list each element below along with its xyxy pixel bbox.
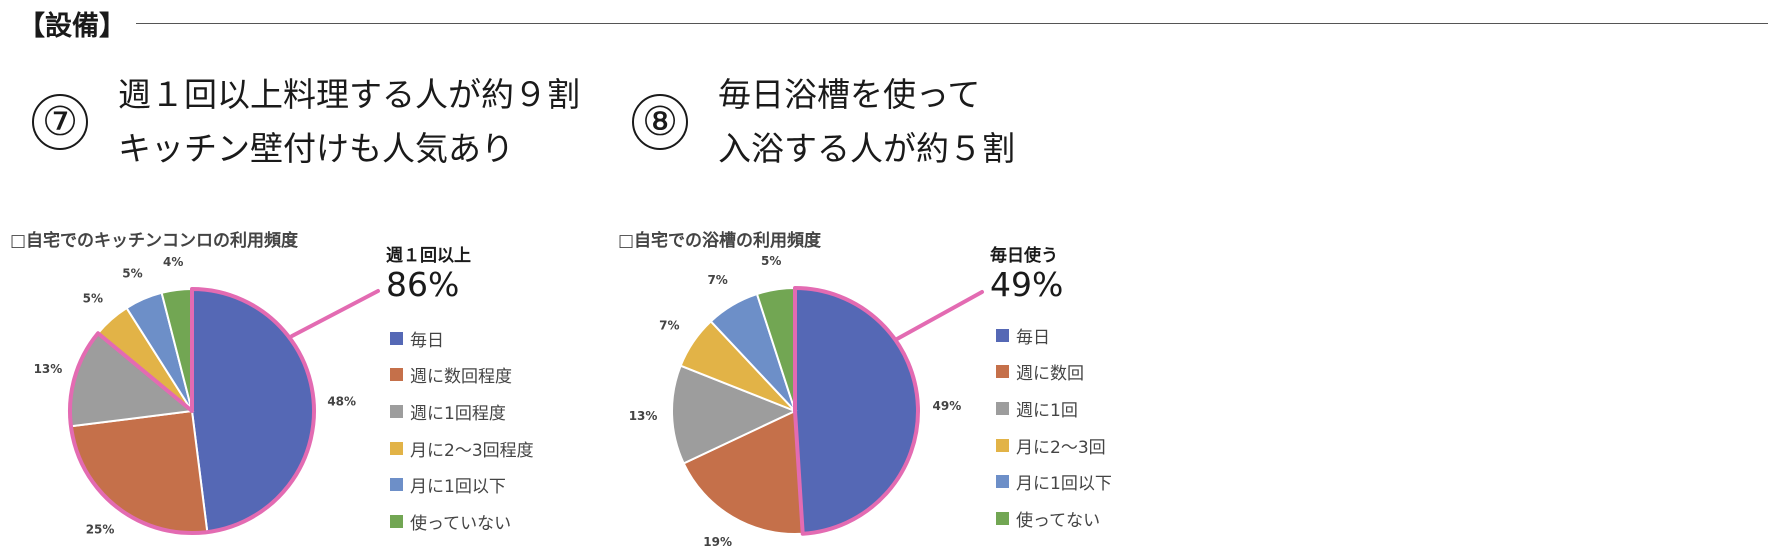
panel-7-headline: 週１回以上料理する人が約９割 キッチン壁付けも人気あり xyxy=(118,68,580,176)
bath-slice-label-1: 19% xyxy=(703,535,732,549)
kitchen-legend-label-4: 月に1回以下 xyxy=(410,477,506,498)
bath-legend-item-3: 月に2〜3回 xyxy=(996,427,1112,464)
kitchen-pie-chart: 48% 25% 13% 5% 5% 4% xyxy=(34,255,380,537)
panel-7-headline-line-1: 週１回以上料理する人が約９割 xyxy=(118,75,580,114)
bath-slice-label-3: 7% xyxy=(659,319,679,333)
panel-7-headline-line-2: キッチン壁付けも人気あり xyxy=(118,129,514,168)
bath-legend-swatch-4 xyxy=(996,475,1009,489)
bath-slice-label-5: 5% xyxy=(761,254,781,268)
kitchen-legend-item-1: 週に数回程度 xyxy=(390,357,534,394)
bath-highlight-outline xyxy=(793,286,920,536)
bath-legend-label-2: 週に1回 xyxy=(1016,400,1078,421)
bath-legend-item-5: 使ってない xyxy=(996,500,1112,537)
kitchen-slice-label-5: 4% xyxy=(163,255,183,269)
panel-8-number: ⑧ xyxy=(632,94,688,150)
kitchen-legend-item-3: 月に2〜3回程度 xyxy=(390,430,534,467)
panel-8-chart-title: □自宅での浴槽の利用頻度 xyxy=(618,231,822,251)
kitchen-legend-label-1: 週に数回程度 xyxy=(410,367,512,388)
kitchen-legend-swatch-3 xyxy=(390,441,403,455)
panel-8-headline-line-2: 入浴する人が約５割 xyxy=(718,129,1015,168)
kitchen-legend-swatch-2 xyxy=(390,404,403,418)
bath-legend-swatch-5 xyxy=(996,511,1009,525)
bath-legend-label-3: 月に2〜3回 xyxy=(1016,437,1106,458)
bath-legend-swatch-0 xyxy=(996,328,1009,342)
bath-slice-label-2: 13% xyxy=(629,409,658,423)
kitchen-slice-label-1: 25% xyxy=(86,523,115,537)
panel-7-callout-value: 86% xyxy=(386,265,460,304)
bath-legend-label-4: 月に1回以下 xyxy=(1016,474,1112,495)
section-title: 【設備】 xyxy=(18,11,126,42)
panel-7-callout: 週１回以上 86% xyxy=(386,246,471,304)
bath-slice-label-0: 49% xyxy=(933,399,962,413)
bath-legend-item-2: 週に1回 xyxy=(996,390,1112,427)
kitchen-legend-swatch-1 xyxy=(390,368,403,382)
kitchen-callout-line xyxy=(290,289,380,338)
bath-legend-item-4: 月に1回以下 xyxy=(996,463,1112,500)
section-header: 【設備】 xyxy=(18,4,1768,43)
panel-7-chart-title: □自宅でのキッチンコンロの利用頻度 xyxy=(10,231,299,251)
section-divider xyxy=(136,23,1768,24)
bath-legend-label-0: 毎日 xyxy=(1016,327,1050,348)
bath-pie-chart: 49% 19% 13% 7% 7% 5% xyxy=(629,254,984,549)
panel-8-callout-value: 49% xyxy=(990,265,1064,304)
kitchen-legend-label-0: 毎日 xyxy=(410,330,444,351)
kitchen-slice-label-0: 48% xyxy=(327,395,356,409)
kitchen-slice-label-3: 5% xyxy=(83,291,103,305)
kitchen-slice-1 xyxy=(69,409,209,534)
kitchen-slice-label-2: 13% xyxy=(34,362,63,376)
bath-legend-swatch-1 xyxy=(996,365,1009,379)
kitchen-legend-swatch-0 xyxy=(390,331,403,345)
kitchen-highlight-outline xyxy=(68,287,316,535)
panel-8-callout-label: 毎日使う xyxy=(990,246,1058,266)
kitchen-legend-item-5: 使っていない xyxy=(390,503,534,540)
kitchen-legend-label-3: 月に2〜3回程度 xyxy=(410,440,534,461)
panel-8-callout: 毎日使う 49% xyxy=(990,246,1063,304)
panel-7-number: ⑦ xyxy=(32,94,88,150)
bath-legend-swatch-3 xyxy=(996,438,1009,452)
panel-7-callout-label: 週１回以上 xyxy=(386,246,471,266)
bath-legend-item-1: 週に数回 xyxy=(996,354,1112,391)
kitchen-legend: 毎日週に数回程度 週に1回程度月に2〜3回程度 月に1回以下 使っていない xyxy=(390,320,534,540)
kitchen-legend-item-2: 週に1回程度 xyxy=(390,393,534,430)
bath-legend-item-0: 毎日 xyxy=(996,317,1112,354)
kitchen-legend-label-2: 週に1回程度 xyxy=(410,403,506,424)
kitchen-legend-label-5: 使っていない xyxy=(410,513,512,534)
panel-8-headline-line-1: 毎日浴槽を使って xyxy=(718,75,981,114)
kitchen-slice-label-4: 5% xyxy=(122,266,142,280)
bath-legend-label-5: 使ってない xyxy=(1016,510,1101,531)
bath-slice-label-4: 7% xyxy=(707,273,727,287)
bath-legend-swatch-2 xyxy=(996,401,1009,415)
bath-callout-line xyxy=(895,290,984,341)
kitchen-legend-swatch-5 xyxy=(390,514,403,528)
kitchen-slice-0 xyxy=(191,287,315,534)
panel-8-headline: 毎日浴槽を使って 入浴する人が約５割 xyxy=(718,68,1015,176)
kitchen-legend-item-4: 月に1回以下 xyxy=(390,466,534,503)
bath-legend-label-1: 週に数回 xyxy=(1016,364,1084,385)
bath-slice-2 xyxy=(671,364,798,465)
bath-slice-0 xyxy=(794,286,919,535)
kitchen-legend-item-0: 毎日 xyxy=(390,320,534,357)
bath-slice-1 xyxy=(682,409,804,535)
bath-legend: 毎日週に数回週に1回月に2〜3回 月に1回以下 使ってない xyxy=(996,317,1112,537)
kitchen-legend-swatch-4 xyxy=(390,478,403,492)
